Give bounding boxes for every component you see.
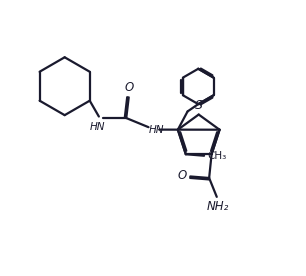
- Text: NH₂: NH₂: [207, 200, 230, 213]
- Text: HN: HN: [90, 122, 105, 132]
- Text: HN: HN: [148, 125, 164, 135]
- Text: O: O: [124, 81, 133, 94]
- Text: S: S: [195, 99, 203, 112]
- Text: CH₃: CH₃: [208, 151, 227, 161]
- Text: O: O: [178, 169, 187, 182]
